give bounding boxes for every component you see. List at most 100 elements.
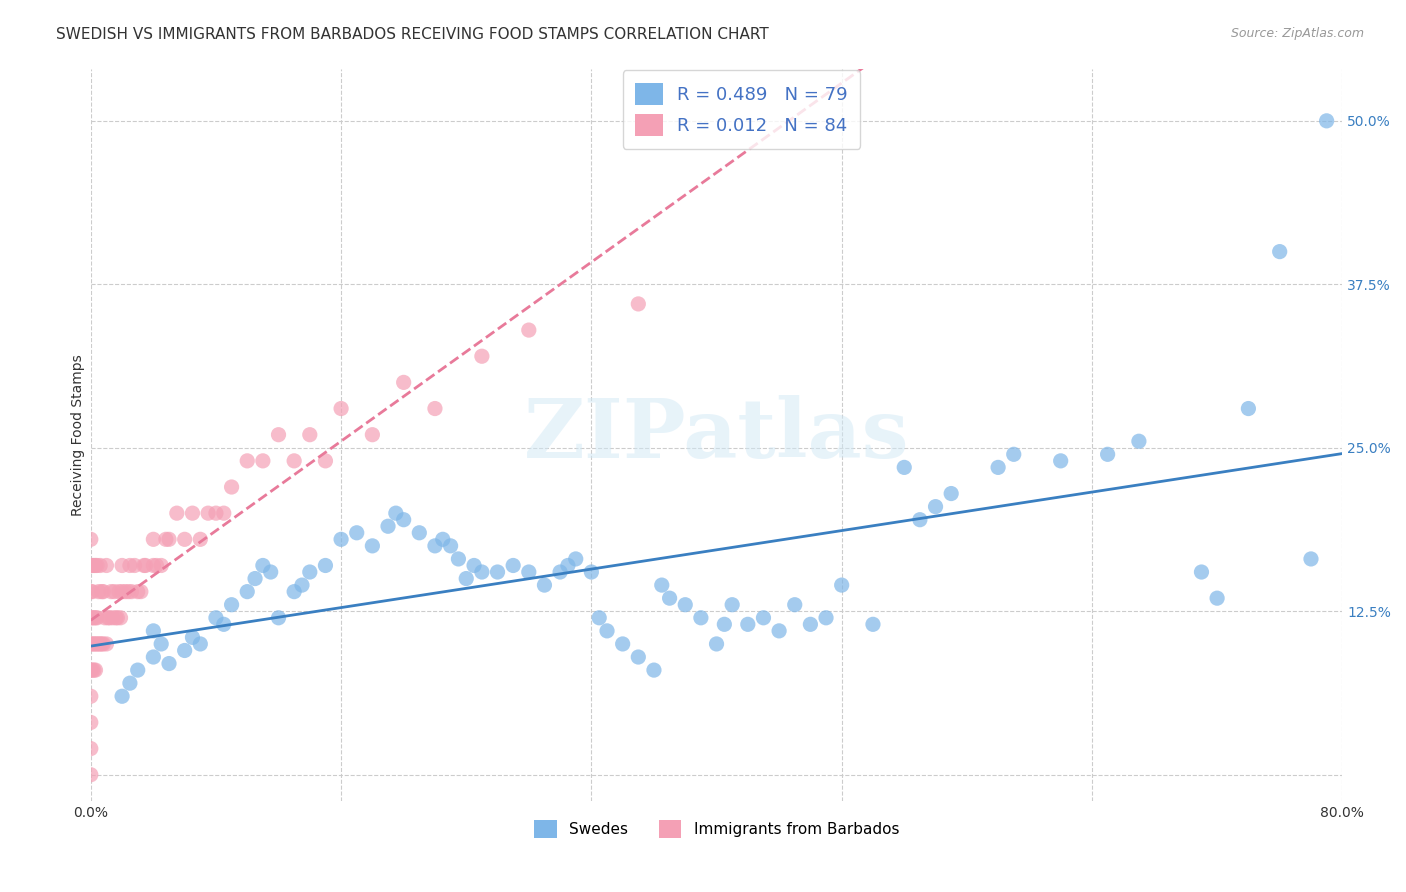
Point — [557, 558, 579, 573]
Point — [627, 297, 650, 311]
Point — [706, 637, 728, 651]
Point — [1128, 434, 1150, 449]
Point — [80, 637, 103, 651]
Point — [1237, 401, 1260, 416]
Point — [100, 584, 122, 599]
Point — [243, 572, 266, 586]
Point — [104, 611, 127, 625]
Point — [91, 584, 114, 599]
Point — [124, 558, 146, 573]
Point — [627, 650, 650, 665]
Point — [298, 565, 321, 579]
Point — [260, 565, 283, 579]
Point — [111, 584, 134, 599]
Point — [94, 611, 117, 625]
Point — [471, 565, 494, 579]
Point — [862, 617, 884, 632]
Point — [87, 584, 110, 599]
Point — [752, 611, 775, 625]
Point — [111, 558, 134, 573]
Point — [83, 637, 105, 651]
Point — [86, 611, 108, 625]
Point — [127, 584, 149, 599]
Point — [291, 578, 314, 592]
Point — [447, 552, 470, 566]
Legend: Swedes, Immigrants from Barbados: Swedes, Immigrants from Barbados — [527, 814, 905, 845]
Text: Source: ZipAtlas.com: Source: ZipAtlas.com — [1230, 27, 1364, 40]
Point — [1191, 565, 1213, 579]
Point — [408, 525, 430, 540]
Point — [150, 558, 173, 573]
Point — [831, 578, 853, 592]
Point — [103, 584, 125, 599]
Point — [80, 715, 103, 730]
Point — [86, 558, 108, 573]
Point — [83, 663, 105, 677]
Point — [114, 584, 136, 599]
Point — [283, 454, 305, 468]
Point — [486, 565, 509, 579]
Point — [197, 506, 219, 520]
Point — [212, 506, 235, 520]
Point — [768, 624, 790, 638]
Point — [80, 768, 103, 782]
Point — [80, 741, 103, 756]
Point — [548, 565, 571, 579]
Point — [101, 611, 124, 625]
Point — [83, 558, 105, 573]
Point — [80, 533, 103, 547]
Point — [173, 643, 195, 657]
Point — [89, 637, 111, 651]
Point — [737, 617, 759, 632]
Point — [105, 611, 128, 625]
Y-axis label: Receiving Food Stamps: Receiving Food Stamps — [72, 354, 86, 516]
Point — [142, 533, 165, 547]
Point — [135, 558, 157, 573]
Point — [361, 539, 384, 553]
Point — [118, 558, 141, 573]
Point — [82, 584, 104, 599]
Point — [815, 611, 838, 625]
Point — [157, 657, 180, 671]
Point — [150, 637, 173, 651]
Point — [111, 690, 134, 704]
Point — [423, 401, 446, 416]
Point — [91, 637, 114, 651]
Point — [82, 611, 104, 625]
Point — [84, 637, 107, 651]
Point — [127, 663, 149, 677]
Point — [267, 427, 290, 442]
Point — [689, 611, 711, 625]
Point — [221, 598, 243, 612]
Point — [173, 533, 195, 547]
Point — [82, 637, 104, 651]
Point — [142, 558, 165, 573]
Point — [181, 631, 204, 645]
Point — [121, 584, 143, 599]
Point — [252, 454, 274, 468]
Point — [155, 533, 177, 547]
Point — [166, 506, 188, 520]
Point — [90, 584, 112, 599]
Point — [588, 611, 610, 625]
Point — [596, 624, 619, 638]
Point — [908, 513, 931, 527]
Point — [90, 637, 112, 651]
Point — [205, 506, 228, 520]
Point — [108, 584, 131, 599]
Text: ZIPatlas: ZIPatlas — [524, 394, 910, 475]
Point — [721, 598, 744, 612]
Point — [392, 513, 415, 527]
Point — [283, 584, 305, 599]
Point — [142, 650, 165, 665]
Point — [314, 558, 336, 573]
Point — [236, 584, 259, 599]
Point — [221, 480, 243, 494]
Point — [1268, 244, 1291, 259]
Point — [385, 506, 408, 520]
Point — [142, 624, 165, 638]
Point — [314, 454, 336, 468]
Point — [799, 617, 821, 632]
Point — [236, 454, 259, 468]
Point — [581, 565, 603, 579]
